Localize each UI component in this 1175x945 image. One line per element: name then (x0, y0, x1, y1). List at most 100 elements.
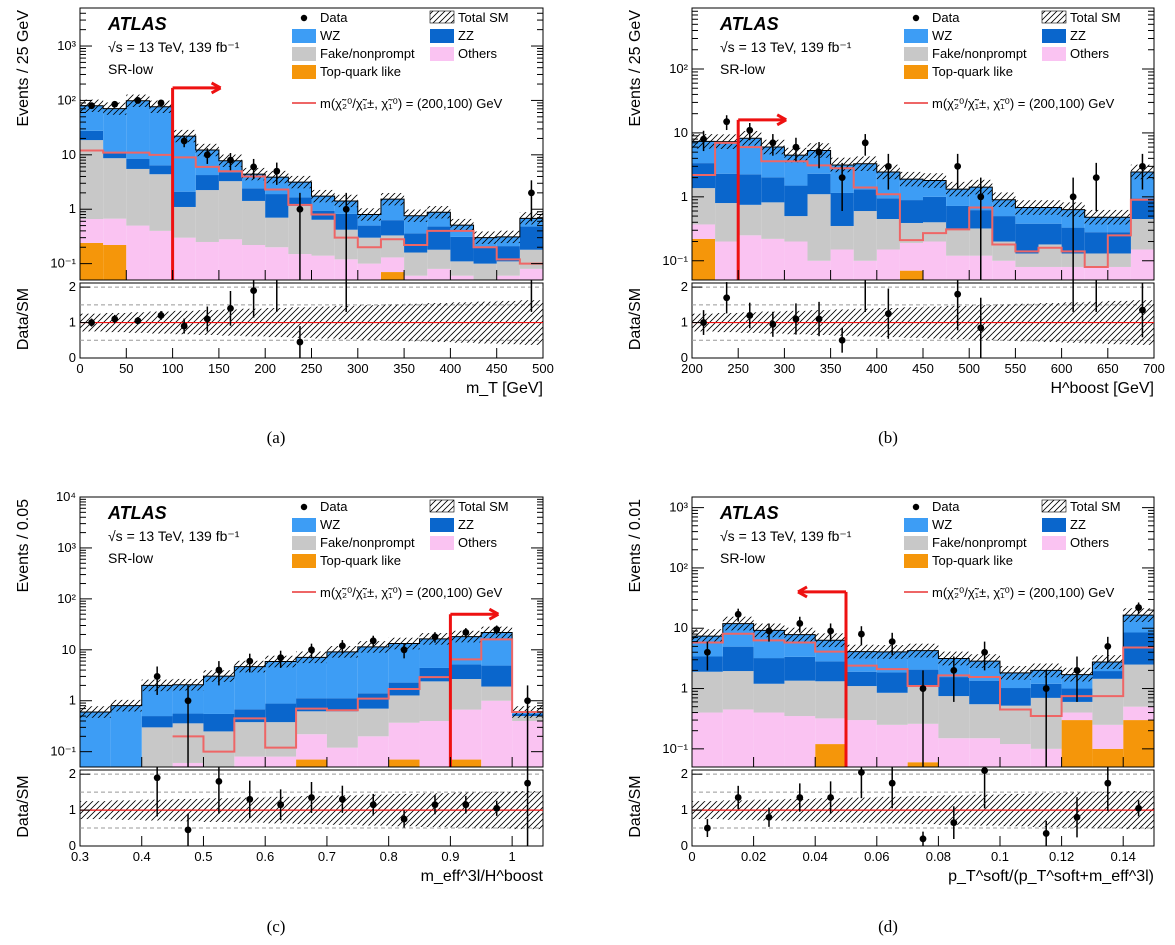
fake-bar (923, 222, 947, 242)
others-bar (938, 738, 970, 767)
zz-bar (722, 646, 754, 672)
ratio-axis-title: Data/SM (627, 775, 644, 837)
zz-bar (1084, 232, 1108, 254)
top-bar (1061, 720, 1093, 767)
zz-bar (103, 153, 127, 159)
fake-bar (326, 711, 358, 748)
zz-bar (876, 672, 908, 693)
others-bar (1000, 744, 1031, 767)
ratio-point (184, 826, 192, 834)
legend-zz-swatch (430, 518, 454, 532)
top-bar (899, 270, 923, 280)
zz-bar (419, 667, 451, 682)
zz-bar (753, 658, 785, 684)
others-bar (992, 260, 1016, 280)
ratio-point (838, 336, 846, 344)
zz-bar (496, 246, 520, 262)
ratio-point (734, 794, 742, 801)
data-point (493, 626, 501, 633)
legend-wz: WZ (320, 28, 340, 43)
signal-line (692, 632, 1154, 718)
ratio-point (493, 804, 501, 812)
ratio-tick-label: 2 (681, 279, 688, 294)
ratio-point (704, 824, 711, 832)
wz-bar (265, 661, 297, 704)
ratio-tick-label: 2 (69, 766, 76, 781)
ratio-point (400, 815, 408, 823)
data-point (858, 630, 865, 638)
data-point (919, 685, 927, 692)
legend-zz-swatch (1042, 29, 1066, 43)
fake-bar (380, 235, 405, 258)
x-tick-label: 0.12 (1049, 849, 1074, 864)
fake-bar (876, 219, 900, 250)
y-tick-label: 10³ (669, 500, 688, 515)
zz-bar (969, 680, 1000, 705)
data-point (308, 646, 315, 654)
fake-bar (496, 261, 520, 276)
panel-a: 10⁻¹ 1 10 10² 10³ Events / 25 GeV 0 1 2 Data/SM 0 5… (15, 7, 554, 447)
others-bar (1038, 266, 1062, 280)
y-tick-label: 1 (69, 201, 76, 216)
others-bar (126, 225, 150, 280)
region-label: SR-low (108, 61, 154, 77)
x-axis-title: H^boost [GeV] (1050, 380, 1154, 397)
data-point (884, 162, 892, 170)
ratio-point (157, 312, 165, 319)
legend-fake: Fake/nonprompt (932, 535, 1027, 550)
others-bar (80, 219, 104, 243)
fake-bar (715, 203, 739, 242)
fake-bar (149, 174, 173, 231)
ratio-point (180, 322, 188, 330)
data-point (338, 642, 346, 650)
fake-bar (296, 711, 327, 735)
fake-bar (242, 200, 266, 245)
others-bar (1061, 712, 1093, 721)
fake-bar (1107, 253, 1131, 267)
data-point (765, 627, 773, 635)
legend-wz-swatch (292, 29, 316, 43)
others-bar (496, 275, 520, 280)
ratio-point (884, 310, 892, 318)
ratio-tick-label: 2 (69, 279, 76, 294)
others-bar (761, 238, 785, 280)
legend-signal: m(χ̃₂⁰/χ̃₁±, χ̃₁⁰) = (200,100) GeV (320, 96, 503, 111)
fake-bar (450, 679, 482, 710)
top-bar (450, 759, 482, 767)
data-point (180, 137, 188, 145)
region-label: SR-low (720, 61, 766, 77)
top-bar (692, 238, 716, 280)
others-bar (1084, 266, 1108, 280)
x-tick-label: 0.08 (926, 849, 951, 864)
x-tick-label: 0.1 (991, 849, 1009, 864)
fake-bar (473, 263, 497, 280)
atlas-label: ATLAS (107, 14, 167, 34)
zz-bar (519, 226, 543, 250)
legend-wz-swatch (292, 518, 316, 532)
data-point (342, 205, 350, 213)
legend-fake: Fake/nonprompt (320, 535, 415, 550)
zz-bar (807, 173, 831, 195)
main-plot (692, 585, 1154, 767)
fake-bar (195, 190, 219, 242)
y-axis-title: Events / 0.05 (15, 499, 32, 592)
zz-bar (380, 220, 405, 236)
fake-bar (427, 249, 451, 269)
fake-bar (815, 681, 846, 719)
ratio-point (1073, 813, 1081, 821)
data-point (977, 193, 985, 201)
others-bar (311, 255, 335, 280)
fake-bar (126, 168, 150, 226)
data-point (734, 610, 742, 618)
main-frame (79, 496, 544, 768)
ratio-point (796, 794, 804, 801)
ratio-point (1135, 804, 1142, 812)
data-point (981, 648, 988, 656)
y-axis-title: Events / 0.01 (627, 499, 644, 592)
ratio-point (1104, 779, 1112, 787)
x-tick-label: 1 (509, 849, 516, 864)
fake-bar (203, 731, 235, 767)
others-bar (969, 738, 1000, 767)
ratio-tick-label: 0 (69, 350, 76, 365)
legend-top: Top-quark like (320, 64, 401, 79)
